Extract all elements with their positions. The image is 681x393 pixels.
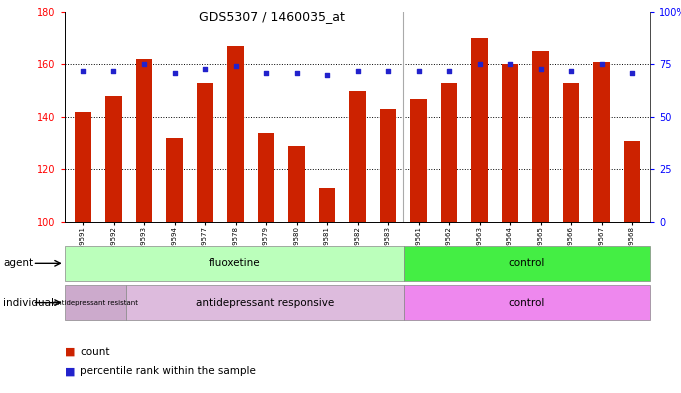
Point (474, 61, 485, 68)
Point (596, 61, 607, 68)
Bar (502, 64, 518, 222)
Text: antidepressant responsive: antidepressant responsive (196, 298, 334, 308)
Point (566, 68, 577, 74)
Text: individual: individual (3, 298, 54, 308)
Bar (288, 146, 305, 222)
Text: ■: ■ (65, 347, 75, 357)
Bar (227, 46, 244, 222)
Point (352, 68, 363, 74)
Bar (65, 246, 404, 281)
Point (383, 68, 394, 74)
Bar (441, 83, 458, 222)
Point (413, 68, 424, 74)
Text: count: count (80, 347, 110, 357)
Text: antidepressant resistant: antidepressant resistant (53, 299, 138, 306)
Bar (404, 285, 650, 320)
Bar (257, 133, 274, 222)
Text: control: control (509, 258, 545, 268)
Bar (105, 96, 122, 222)
Bar (65, 285, 127, 320)
Text: control: control (509, 298, 545, 308)
Bar (379, 109, 396, 222)
Bar (593, 62, 610, 222)
Bar (410, 99, 427, 222)
Point (535, 65, 546, 72)
Point (230, 63, 241, 70)
Text: percentile rank within the sample: percentile rank within the sample (80, 366, 256, 376)
Point (291, 70, 302, 76)
Bar (166, 138, 183, 222)
Text: GDS5307 / 1460035_at: GDS5307 / 1460035_at (200, 10, 345, 23)
Point (321, 72, 332, 78)
Bar (197, 83, 213, 222)
Bar (563, 83, 580, 222)
Point (200, 65, 210, 72)
Bar (471, 38, 488, 222)
Bar (127, 285, 404, 320)
Bar (532, 51, 549, 222)
Bar (404, 246, 650, 281)
Point (138, 61, 149, 68)
Text: ■: ■ (65, 366, 75, 376)
Text: agent: agent (3, 258, 33, 268)
Bar (75, 112, 91, 222)
Point (627, 70, 637, 76)
Point (78, 68, 89, 74)
Text: fluoxetine: fluoxetine (208, 258, 260, 268)
Bar (136, 59, 153, 222)
Bar (624, 141, 640, 222)
Bar (349, 91, 366, 222)
Bar (319, 188, 336, 222)
Point (261, 70, 272, 76)
Point (505, 61, 516, 68)
Point (443, 68, 454, 74)
Point (169, 70, 180, 76)
Point (108, 68, 119, 74)
